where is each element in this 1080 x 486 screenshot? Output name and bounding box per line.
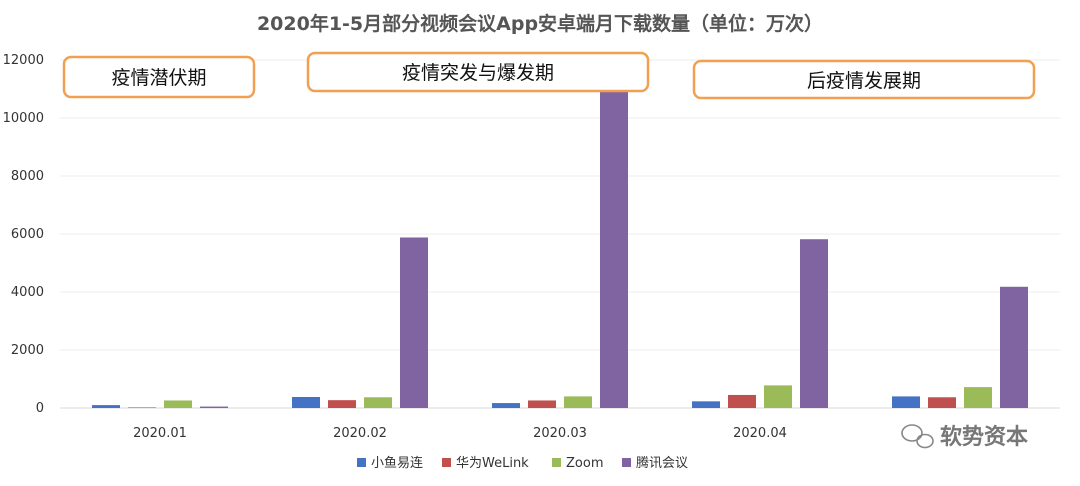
bar-5-4 bbox=[1000, 286, 1028, 408]
bar-5-3 bbox=[964, 387, 992, 408]
y-tick-label: 12000 bbox=[3, 53, 44, 68]
legend-swatch bbox=[442, 458, 451, 467]
legend-swatch bbox=[622, 458, 631, 467]
phase-box bbox=[306, 51, 650, 93]
bars bbox=[92, 83, 1028, 408]
bar-4-2 bbox=[728, 394, 756, 408]
bar-1-1 bbox=[92, 405, 120, 408]
phase-label-post: 后疫情发展期 bbox=[807, 70, 921, 92]
legend-swatch bbox=[552, 458, 561, 467]
phase-annotation-outbreak: 疫情突发与爆发期 bbox=[306, 51, 650, 93]
chart-title: 2020年1-5月部分视频会议App安卓端月下载数量（单位：万次） bbox=[257, 12, 823, 35]
phase-annotation-latent: 疫情潜伏期 bbox=[62, 55, 256, 99]
y-tick-label: 10000 bbox=[3, 111, 44, 126]
bar-1-4 bbox=[200, 406, 228, 408]
phase-annotation-post: 后疫情发展期 bbox=[692, 59, 1036, 100]
x-axis-tick-labels: 2020.01 2020.02 2020.03 2020.04 bbox=[133, 426, 787, 441]
gridlines bbox=[60, 59, 1060, 351]
bar-5-2 bbox=[928, 397, 956, 408]
bar-3-1 bbox=[492, 403, 520, 408]
y-tick-label: 0 bbox=[36, 401, 44, 416]
y-tick-label: 2000 bbox=[11, 343, 44, 358]
y-tick-label: 4000 bbox=[11, 285, 44, 300]
bar-1-2 bbox=[128, 407, 156, 408]
bar-2-1 bbox=[292, 396, 320, 408]
bar-2-2 bbox=[328, 400, 356, 408]
bar-3-4 bbox=[600, 83, 628, 408]
bar-3-2 bbox=[528, 400, 556, 408]
phase-label-outbreak: 疫情突发与爆发期 bbox=[402, 62, 554, 84]
x-tick-label: 2020.04 bbox=[733, 426, 787, 441]
bar-1-3 bbox=[164, 400, 192, 408]
legend-label: Zoom bbox=[566, 456, 603, 471]
legend-label: 华为WeLink bbox=[456, 456, 529, 471]
bar-2-4 bbox=[400, 237, 428, 408]
phase-label-latent: 疫情潜伏期 bbox=[111, 67, 206, 89]
bar-5-1 bbox=[892, 396, 920, 408]
x-tick-label: 2020.02 bbox=[333, 426, 387, 441]
y-axis-tick-labels: 0 2000 4000 6000 8000 10000 12000 bbox=[3, 53, 44, 416]
bar-3-3 bbox=[564, 396, 592, 408]
phase-box bbox=[62, 55, 256, 99]
y-tick-label: 6000 bbox=[11, 227, 44, 242]
watermark-text: 软势资本 bbox=[940, 424, 1028, 450]
legend-label: 腾讯会议 bbox=[636, 455, 688, 471]
watermark: 软势资本 bbox=[901, 424, 1028, 450]
bar-2-3 bbox=[364, 397, 392, 408]
bar-4-4 bbox=[800, 239, 828, 408]
legend-swatch bbox=[357, 458, 366, 467]
legend: 小鱼易连 华为WeLink Zoom 腾讯会议 bbox=[357, 455, 688, 471]
x-tick-label: 2020.01 bbox=[133, 426, 187, 441]
legend-label: 小鱼易连 bbox=[371, 455, 423, 471]
wechat-icon bbox=[901, 424, 934, 449]
y-tick-label: 8000 bbox=[11, 169, 44, 184]
phase-box bbox=[692, 59, 1036, 100]
bar-4-3 bbox=[764, 385, 792, 408]
x-tick-label: 2020.03 bbox=[533, 426, 587, 441]
bar-4-1 bbox=[692, 401, 720, 408]
